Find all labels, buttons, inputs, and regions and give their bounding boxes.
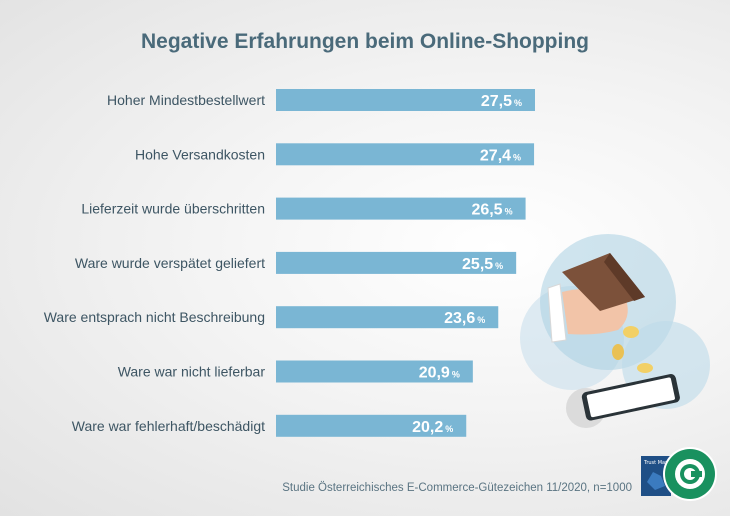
value-label: 26,5 <box>471 202 502 219</box>
category-label: Ware wurde verspätet geliefert <box>75 255 265 271</box>
category-label: Ware war fehlerhaft/beschädigt <box>72 418 265 434</box>
percent-unit-label: % <box>513 152 521 162</box>
value-label: 27,4 <box>480 147 511 164</box>
value-label: 27,5 <box>481 93 512 110</box>
percent-unit-label: % <box>505 207 513 217</box>
ecommerce-guetezeichen-seal-logo <box>663 447 717 501</box>
category-label: Ware war nicht lieferbar <box>118 364 266 380</box>
percent-unit-label: % <box>452 370 460 380</box>
value-label: 23,6 <box>444 310 475 327</box>
percent-unit-label: % <box>495 261 503 271</box>
bar <box>276 360 473 383</box>
category-label: Lieferzeit wurde überschritten <box>81 201 265 217</box>
category-label: Hoher Mindestbestellwert <box>107 92 265 108</box>
value-label: 25,5 <box>462 256 493 273</box>
bar <box>276 251 517 274</box>
svg-text:Trust Mark: Trust Mark <box>643 460 670 466</box>
category-label: Hohe Versandkosten <box>135 146 265 162</box>
source-footnote: Studie Österreichisches E-Commerce-Gütez… <box>282 482 632 494</box>
bar <box>276 414 467 437</box>
value-label: 20,9 <box>419 365 450 382</box>
bar <box>276 197 526 220</box>
value-label: 20,2 <box>412 419 443 436</box>
percent-unit-label: % <box>477 315 485 325</box>
chart-title: Negative Erfahrungen beim Online-Shoppin… <box>140 30 590 53</box>
category-label: Ware entsprach nicht Beschreibung <box>44 309 265 325</box>
percent-unit-label: % <box>445 424 453 434</box>
percent-unit-label: % <box>514 98 522 108</box>
bar <box>276 306 499 329</box>
bar <box>276 143 535 166</box>
bar <box>276 89 535 111</box>
